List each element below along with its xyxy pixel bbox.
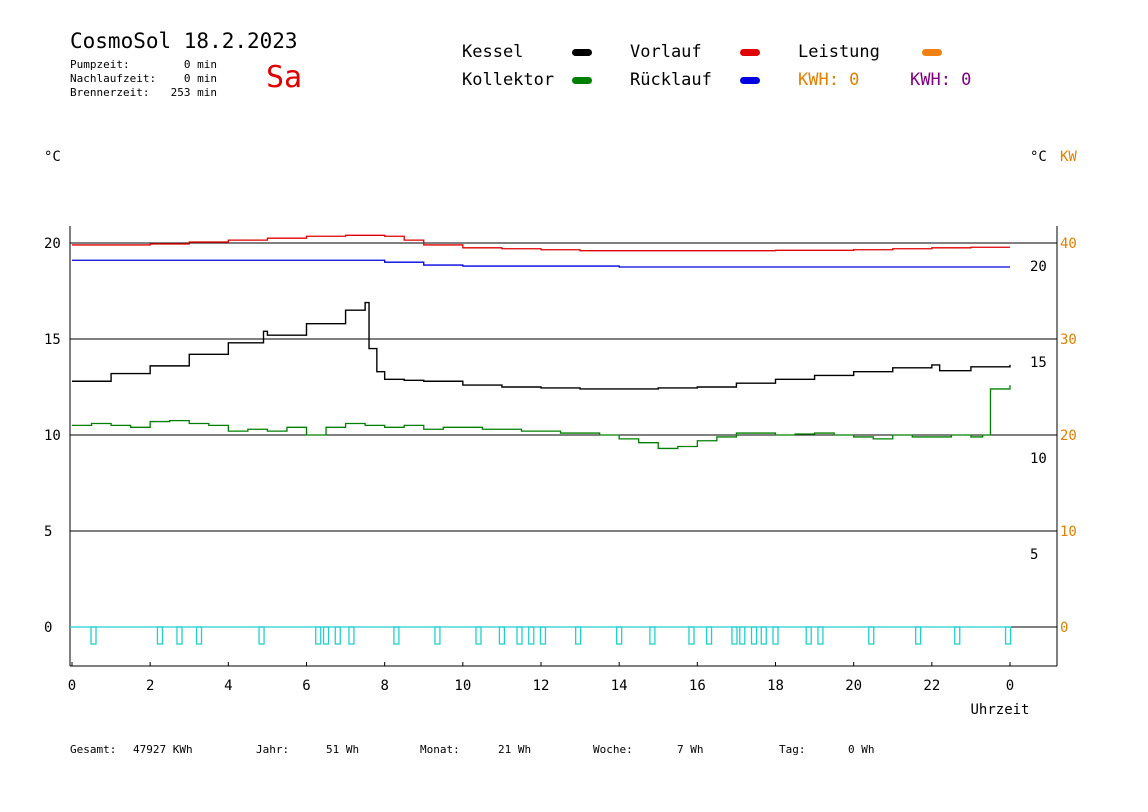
legend-swatch-vorlauf [740, 49, 760, 56]
pump-pulse-20 [705, 626, 713, 645]
pump-pulse-6 [322, 626, 330, 645]
pump-pulse-21 [731, 626, 738, 645]
footer-jahr-value: 51 Wh [326, 743, 360, 756]
footer-woche-label: Woche: [593, 743, 633, 756]
legend-label-leistung: Leistung [798, 42, 880, 62]
pump-pulse-5 [315, 626, 322, 645]
pump-pulse-26 [805, 626, 812, 645]
pump-pulse-12 [498, 626, 506, 645]
y-tick-right2-20: 20 [1060, 428, 1077, 444]
y-tick-left-0: 0 [44, 620, 52, 636]
stat-pumpzeit-label: Pumpzeit: [70, 58, 130, 71]
x-tick-label-10: 20 [845, 678, 862, 694]
y-tick-right2-0: 0 [1060, 620, 1068, 636]
footer-jahr-label: Jahr: [256, 743, 290, 756]
y-tick-right-10: 10 [1030, 451, 1047, 467]
pump-pulse-11 [475, 626, 482, 645]
x-tick-label-12: 0 [1006, 678, 1014, 694]
x-tick-label-2: 4 [224, 678, 232, 694]
x-tick-label-5: 10 [454, 678, 471, 694]
pump-pulse-31 [1004, 626, 1012, 645]
pump-pulse-19 [688, 626, 695, 645]
pump-pulse-27 [817, 626, 824, 645]
y-tick-left-20: 20 [44, 236, 61, 252]
x-tick-label-9: 18 [767, 678, 784, 694]
series-kessel [72, 301, 1011, 390]
y-tick-left-10: 10 [44, 428, 61, 444]
footer-monat-value: 21 Wh [498, 743, 532, 756]
pump-pulse-30 [954, 626, 961, 645]
pump-pulse-7 [334, 626, 341, 645]
footer-tag-value: 0 Wh [848, 743, 875, 756]
pump-pulse-15 [539, 626, 547, 645]
x-axis-label: Uhrzeit [970, 702, 1029, 718]
pump-pulse-22 [739, 626, 746, 645]
y-tick-right-5: 5 [1030, 547, 1038, 563]
pump-pulse-17 [616, 626, 623, 645]
y-unit-right: °C [1030, 149, 1047, 165]
pump-pulse-10 [434, 626, 441, 645]
y-tick-right2-30: 30 [1060, 332, 1077, 348]
y-tick-right2-40: 40 [1060, 236, 1077, 252]
pump-pulse-13 [516, 626, 523, 645]
y-tick-right-15: 15 [1030, 355, 1047, 371]
series-vorlauf [72, 234, 1010, 252]
pump-pulse-3 [195, 626, 203, 645]
chart-title: CosmoSol 18.2.2023 [70, 29, 298, 53]
footer-tag-label: Tag: [779, 743, 806, 756]
footer-gesamt-value: 47927 KWh [133, 743, 193, 756]
pump-pulse-1 [156, 626, 164, 645]
legend-swatch-kollektor [572, 77, 592, 84]
footer-gesamt-label: Gesamt: [70, 743, 117, 756]
pump-pulse-9 [393, 626, 400, 645]
legend-kwh-purple: KWH: 0 [910, 70, 972, 90]
legend-kwh-orange: KWH: 0 [798, 70, 860, 90]
y-tick-right-20: 20 [1030, 259, 1047, 275]
pump-pulse-28 [868, 626, 875, 645]
y-tick-right2-10: 10 [1060, 524, 1077, 540]
x-tick-label-0: 0 [68, 678, 76, 694]
x-tick-label-4: 8 [380, 678, 388, 694]
series-ruecklauf [72, 259, 1010, 268]
weekday: Sa [266, 60, 303, 95]
pump-pulse-4 [258, 626, 265, 645]
x-tick-label-7: 14 [611, 678, 628, 694]
x-tick-label-8: 16 [689, 678, 706, 694]
stat-nachlaufzeit-value: 0 min [183, 72, 217, 85]
stat-brennerzeit-value: 253 min [170, 86, 217, 99]
legend-swatch-kessel [572, 49, 592, 56]
legend-label-vorlauf: Vorlauf [630, 42, 702, 62]
legend-swatch-ruecklauf [740, 77, 760, 84]
pump-pulse-25 [772, 626, 779, 645]
stat-nachlaufzeit-label: Nachlaufzeit: [70, 72, 157, 85]
footer-monat-label: Monat: [420, 743, 460, 756]
x-tick-label-1: 2 [146, 678, 154, 694]
pump-pulse-23 [750, 626, 758, 645]
stat-pumpzeit-value: 0 min [183, 58, 217, 71]
footer-woche-value: 7 Wh [677, 743, 704, 756]
pump-pulse-29 [915, 626, 922, 645]
x-tick-label-3: 6 [302, 678, 310, 694]
legend-swatch-leistung [922, 49, 942, 56]
y-tick-left-15: 15 [44, 332, 61, 348]
stat-brennerzeit-label: Brennerzeit: [70, 86, 150, 99]
x-tick-label-6: 12 [533, 678, 550, 694]
y-unit-right2: KW [1060, 149, 1077, 165]
pump-pulse-0 [90, 626, 97, 645]
legend-label-kollektor: Kollektor [462, 70, 555, 90]
legend-label-ruecklauf: Rücklauf [630, 70, 712, 90]
pump-pulse-14 [528, 626, 535, 645]
pump-pulse-2 [176, 626, 183, 645]
pump-pulse-18 [649, 626, 656, 645]
series-kollektor [72, 385, 1011, 450]
pump-pulse-8 [348, 626, 355, 645]
pump-pulse-24 [760, 626, 767, 645]
x-tick-label-11: 22 [923, 678, 940, 694]
y-unit-left: °C [44, 149, 61, 165]
legend-label-kessel: Kessel [462, 42, 524, 62]
pump-pulse-16 [574, 626, 582, 645]
y-tick-left-5: 5 [44, 524, 52, 540]
